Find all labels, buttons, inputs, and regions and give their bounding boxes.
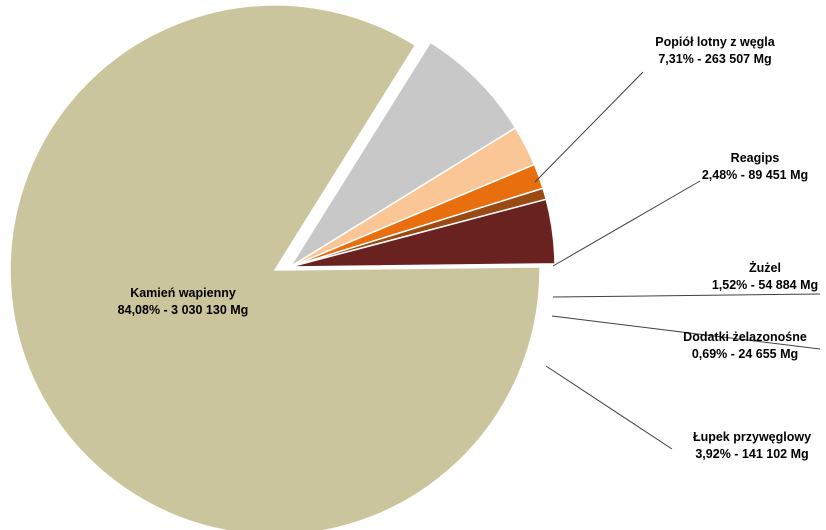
pie-slice-popiol-lotny-z-wegla (289, 41, 517, 268)
leader-line-zuzel (552, 293, 821, 298)
slice-label-dodatki-zelazonosne: Dodatki żelazonośne 0,69% - 24 655 Mg (683, 330, 807, 361)
leader-line-dodatki-zelazonosne (551, 315, 821, 350)
slice-label-name: Dodatki żelazonośne (683, 330, 807, 344)
slice-label-value: 7,31% - 263 507 Mg (658, 52, 771, 66)
slice-label-lupek-przyweglowy: Łupek przywęglowy 3,92% - 141 102 Mg (693, 430, 811, 461)
slice-label-reagips: Reagips 2,48% - 89 451 Mg (702, 151, 808, 182)
slice-label-name: Żużel (749, 260, 781, 275)
slice-label-kamien-wapienny: Kamień wapienny 84,08% - 3 030 130 Mg (118, 286, 249, 317)
slice-label-value: 84,08% - 3 030 130 Mg (118, 303, 249, 317)
slice-label-zuzel: Żużel 1,52% - 54 884 Mg (712, 260, 818, 292)
leader-line-lupek-przyweglowy (545, 365, 673, 450)
slice-label-value: 3,92% - 141 102 Mg (695, 447, 808, 461)
slice-label-popiol-lotny-z-wegla: Popiół lotny z węgla 7,31% - 263 507 Mg (655, 35, 776, 66)
pie-slice-kamien-wapienny (9, 4, 541, 530)
slice-label-value: 2,48% - 89 451 Mg (702, 168, 808, 182)
leader-line-popiol-lotny-z-wegla (534, 71, 644, 183)
slice-label-name: Reagips (731, 151, 780, 165)
leader-line-reagips (552, 180, 701, 267)
slice-label-name: Kamień wapienny (130, 286, 236, 300)
pie-slice-lupek-przyweglowy (289, 198, 556, 268)
slice-label-name: Popiół lotny z węgla (655, 35, 776, 49)
slice-label-name: Łupek przywęglowy (693, 430, 811, 444)
slice-label-value: 0,69% - 24 655 Mg (692, 347, 798, 361)
slice-label-value: 1,52% - 54 884 Mg (712, 278, 818, 292)
